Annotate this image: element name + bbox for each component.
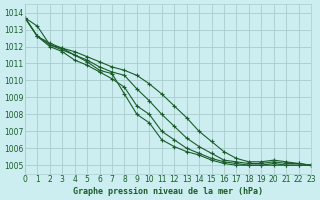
X-axis label: Graphe pression niveau de la mer (hPa): Graphe pression niveau de la mer (hPa): [73, 187, 263, 196]
